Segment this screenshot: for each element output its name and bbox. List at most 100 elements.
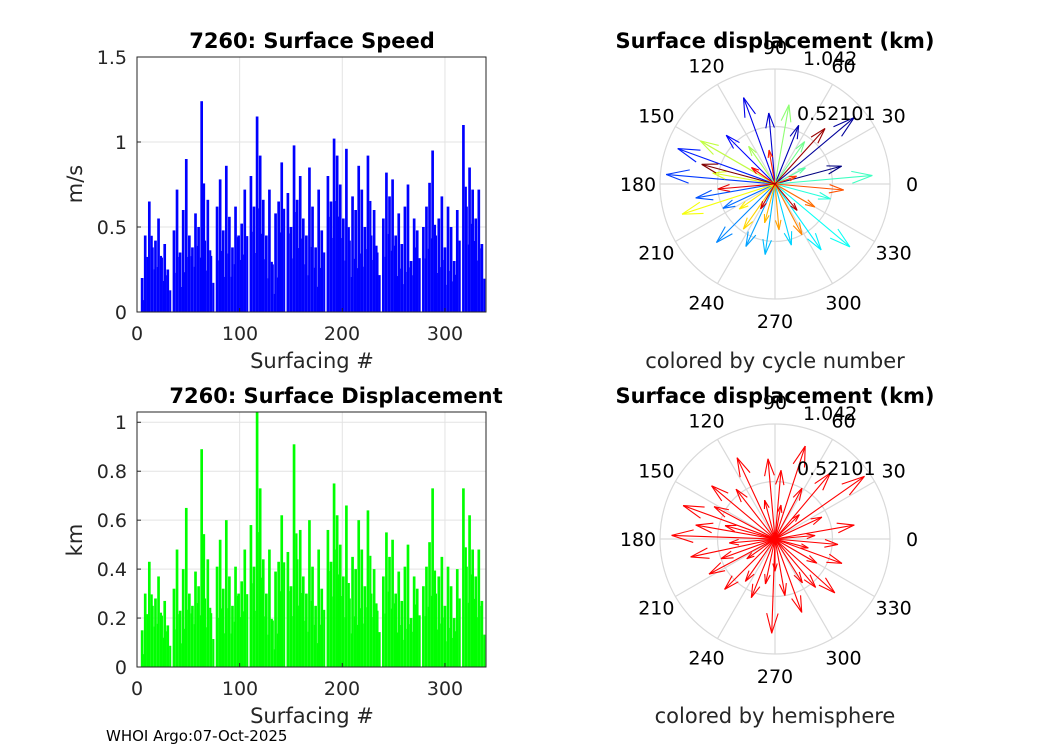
displacement-bar [431, 488, 434, 667]
polar-cycle-arrow [695, 183, 776, 201]
displacement-ylabel: km [63, 524, 87, 557]
speed-bar [375, 252, 379, 312]
displacement-ytick-5: 1 [115, 412, 127, 434]
speed-bar [298, 176, 302, 312]
speed-bar [218, 179, 222, 312]
speed-bar [418, 258, 421, 312]
polar-hemisphere-arrow [774, 516, 823, 540]
speed-bar [468, 167, 471, 312]
polar-cycle-arrow [767, 149, 776, 185]
footer-credit: WHOI Argo:07-Oct-2025 [106, 727, 287, 745]
speed-bar [277, 201, 280, 312]
polar-hemisphere-angle-labels: 0 30 60 90 120 150 180 210 240 270 300 330 [620, 392, 918, 688]
displacement-ytick-1: 0.2 [97, 608, 127, 630]
polar-hemisphere-arrow [774, 470, 785, 540]
polar-cycle-angle-label: 330 [876, 243, 912, 265]
speed-bar [449, 227, 453, 312]
speed-bar [181, 210, 185, 312]
polar-hemisphere-rmid-label: 0.52101 [797, 458, 876, 480]
speed-bar [428, 182, 431, 312]
displacement-xtick-3: 300 [427, 678, 463, 700]
speed-bar [394, 235, 398, 312]
polar-cycle-spoke [716, 84, 776, 185]
displacement-bar [443, 605, 447, 667]
speed-bar [283, 208, 286, 312]
displacement-bar [397, 571, 401, 667]
speed-bar [443, 247, 447, 312]
displacement-bar [471, 549, 474, 667]
speed-bar [446, 206, 450, 312]
speed-bar [305, 235, 308, 312]
speed-bar [345, 148, 348, 312]
displacement-bar [335, 515, 339, 667]
displacement-bar [391, 539, 394, 667]
polar-cycle-arrow [701, 163, 776, 185]
speed-bar [154, 240, 157, 312]
displacement-bar [483, 634, 486, 667]
speed-bar [338, 184, 342, 312]
displacement-bar [412, 576, 416, 667]
polar-hemisphere-arrow [713, 506, 776, 540]
speed-bar [191, 247, 194, 312]
displacement-bar [409, 618, 413, 667]
displacement-ytick-3: 0.6 [97, 510, 127, 532]
polar-cycle-spoke [774, 183, 834, 284]
speed-bar [255, 116, 259, 312]
polar-hemisphere-chart: Surface displacement (km) 0 30 60 90 120 150 1… [615, 384, 934, 728]
displacement-bar [338, 544, 342, 667]
speed-bar [292, 145, 296, 312]
speed-bar [265, 235, 268, 312]
displacement-bar [147, 561, 151, 667]
polar-cycle-arrow [774, 125, 800, 185]
speed-bar [140, 278, 144, 312]
displacement-bar [326, 529, 330, 667]
polar-cycle-arrow [774, 183, 782, 231]
polar-hemisphere-arrow [735, 488, 776, 540]
displacement-bar [224, 520, 228, 667]
polar-cycle-spoke [675, 183, 776, 243]
speed-bar [406, 184, 410, 312]
speed-bar [320, 230, 324, 312]
polar-hemisphere-arrow [671, 529, 776, 543]
speed-ticks [136, 56, 446, 313]
displacement-bar [480, 600, 484, 667]
displacement-bar [172, 588, 176, 667]
displacement-bar [400, 600, 404, 667]
polar-cycle-angle-label: 60 [831, 55, 855, 77]
polar-hemisphere-arrow [774, 538, 809, 549]
speed-bar [224, 165, 228, 312]
speed-bar [452, 261, 456, 312]
displacement-bar [354, 569, 357, 667]
polar-cycle-arrow [774, 167, 806, 185]
speed-bar [261, 199, 265, 312]
speed-bar [228, 216, 231, 312]
polar-cycle-angle-label: 210 [638, 243, 674, 265]
polar-hemisphere-arrow [774, 538, 836, 594]
speed-bar [391, 179, 394, 312]
displacement-bar [191, 605, 194, 667]
displacement-bar [360, 549, 364, 667]
speed-bar [357, 165, 361, 312]
displacement-bar [458, 598, 461, 667]
displacement-bar [203, 598, 207, 667]
polar-cycle-angle-label: 270 [757, 311, 793, 333]
displacement-bar [258, 488, 262, 667]
displacement-bar [317, 549, 321, 667]
polar-hemisphere-arrow [708, 538, 776, 575]
speed-bar [434, 235, 438, 312]
speed-bar [415, 230, 419, 312]
speed-bar [409, 261, 413, 312]
speed-bar [231, 247, 234, 312]
displacement-axes-box [136, 411, 487, 668]
speed-bar [221, 230, 225, 312]
displacement-bar [477, 549, 481, 667]
polar-cycle-arrow [765, 112, 776, 185]
speed-bar [311, 206, 314, 312]
displacement-bar [283, 562, 286, 667]
displacement-xlabel: Surfacing # [250, 704, 374, 728]
polar-hemisphere-angle-label: 120 [688, 410, 724, 432]
displacement-chart-title: 7260: Surface Displacement [169, 384, 502, 408]
displacement-bars [140, 412, 486, 667]
displacement-bar [154, 598, 157, 667]
displacement-bar [197, 586, 200, 667]
